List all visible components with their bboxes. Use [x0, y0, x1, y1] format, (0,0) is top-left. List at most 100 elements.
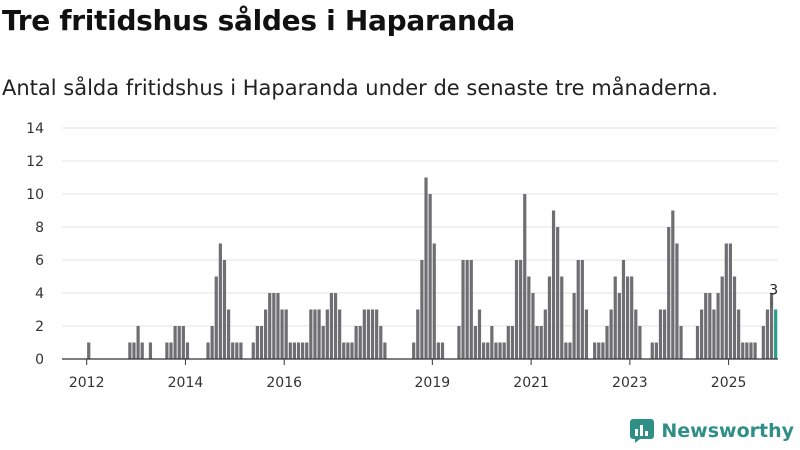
- bar: [732, 276, 737, 359]
- bar: [185, 342, 190, 359]
- bar: [523, 194, 527, 359]
- bar: [461, 260, 465, 359]
- bar: [749, 342, 753, 359]
- bar: [765, 309, 770, 359]
- bar: [329, 293, 334, 359]
- bar: [490, 326, 494, 359]
- bar: [769, 293, 774, 359]
- bar: [251, 342, 255, 359]
- y-tick-label: 2: [35, 319, 44, 335]
- bar: [572, 293, 576, 359]
- bar: [679, 326, 683, 359]
- bar: [284, 309, 288, 359]
- bar: [206, 342, 210, 359]
- bar: [370, 309, 375, 359]
- bar: [226, 309, 231, 359]
- bar: [173, 326, 177, 359]
- bar: [477, 309, 482, 359]
- bar: [292, 342, 297, 359]
- bar: [239, 342, 243, 359]
- x-tick-label: 2023: [612, 375, 648, 391]
- bar: [662, 309, 667, 359]
- bar: [210, 326, 214, 359]
- x-tick-label: 2021: [513, 375, 549, 391]
- bar: [469, 260, 473, 359]
- bar: [535, 326, 539, 359]
- bar: [638, 326, 642, 359]
- x-axis: 2012 2014 2016 2019 2021 2023 2025: [62, 358, 778, 391]
- bar: [214, 276, 218, 359]
- bar: [486, 342, 490, 359]
- bar: [506, 326, 510, 359]
- bar: [712, 309, 716, 359]
- bar: [753, 342, 757, 359]
- bar: [259, 326, 264, 359]
- bar: [667, 227, 671, 359]
- bar: [654, 342, 658, 359]
- bar: [379, 326, 383, 359]
- x-tick-label: 2014: [168, 375, 204, 391]
- x-tick-label: 2019: [415, 375, 451, 391]
- y-tick-label: 14: [26, 121, 44, 137]
- bar: [177, 326, 181, 359]
- bar: [305, 342, 309, 359]
- bar: [218, 243, 222, 359]
- bar: [432, 243, 436, 359]
- bar: [333, 293, 338, 359]
- bar: [498, 342, 502, 359]
- bar: [609, 309, 613, 359]
- bar: [342, 342, 346, 359]
- bar: [465, 260, 469, 359]
- bar: [420, 260, 424, 359]
- bar: [625, 276, 630, 359]
- bar: [255, 326, 259, 359]
- bar: [473, 326, 477, 359]
- bar: [346, 342, 350, 359]
- gridlines: [62, 127, 778, 360]
- brand-name: Newsworthy: [661, 420, 794, 442]
- bar: [428, 194, 432, 359]
- y-axis-ticks: 0 2 4 6 8 10 12 14: [26, 121, 44, 368]
- bar: [593, 342, 597, 359]
- bar: [543, 309, 547, 359]
- bar: [728, 243, 733, 359]
- bar: [325, 309, 329, 359]
- bar: [494, 342, 498, 359]
- page-title: Tre fritidshus såldes i Haparanda: [2, 4, 516, 37]
- bar: [720, 276, 724, 359]
- bar: [436, 342, 440, 359]
- y-tick-label: 6: [35, 253, 44, 269]
- bar-highlight: [774, 309, 778, 359]
- bar: [761, 326, 765, 359]
- x-tick-label: 2012: [69, 375, 105, 391]
- chart-subtitle: Antal sålda fritidshus i Haparanda under…: [2, 76, 719, 100]
- bar: [510, 326, 515, 359]
- bar: [181, 326, 185, 359]
- bar: [527, 276, 531, 359]
- bar: [634, 309, 638, 359]
- bar: [424, 177, 428, 359]
- bar: [724, 243, 728, 359]
- bar: [502, 342, 506, 359]
- bar: [288, 342, 292, 359]
- bar: [704, 293, 708, 359]
- bar: [658, 309, 663, 359]
- bar: [613, 276, 617, 359]
- y-tick-label: 4: [35, 286, 44, 302]
- bar: [235, 342, 239, 359]
- bar: [650, 342, 654, 359]
- bar: [222, 260, 227, 359]
- data-label-last: 3: [769, 283, 778, 299]
- bar: [136, 326, 140, 359]
- brand-logo: Newsworthy: [629, 418, 794, 444]
- bar: [375, 309, 379, 359]
- bar: [597, 342, 601, 359]
- bar: [675, 243, 679, 359]
- bar: [539, 326, 543, 359]
- bar: [457, 326, 461, 359]
- bar: [313, 309, 317, 359]
- bar: [630, 276, 634, 359]
- bar: [87, 342, 91, 359]
- bar: [716, 293, 720, 359]
